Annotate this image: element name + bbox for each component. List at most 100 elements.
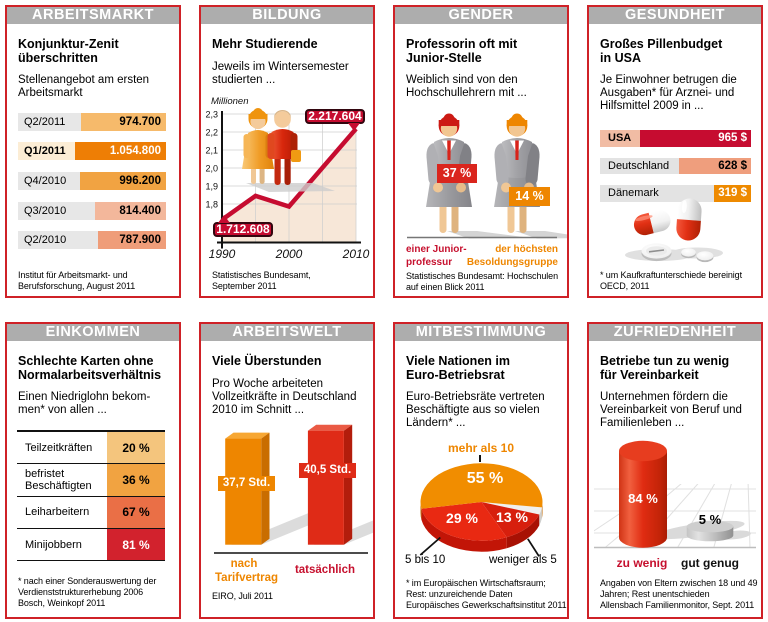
panel-source: Institut für Arbeitsmarkt- und Berufsfor… — [18, 270, 136, 292]
panel-subtitle: Pro Woche arbeiteten Vollzeitkräfte in D… — [212, 378, 357, 416]
cylinder-pct-84: 84 % — [628, 491, 658, 506]
table-row: Teilzeitkräften 20 % — [17, 432, 165, 465]
bar-row-Q3/2010: Q3/2010 814.400 — [18, 201, 166, 220]
capsule-horizontal-icon — [634, 210, 671, 236]
panel-header-gesundheit: GESUNDHEIT — [589, 7, 761, 24]
line-chart-line — [220, 127, 358, 222]
bar-row-Deutschland: Deutschland 628 $ — [600, 157, 751, 175]
students-line-chart: 2,3 2,2 2,1 2,0 1,9 1,8 Millionen 1990 2000 2010 — [205, 96, 369, 261]
table-row-value: 67 % — [107, 496, 165, 528]
first-value-label: 1.712.608 — [216, 222, 270, 236]
bar-category-label: Q2/2010 — [18, 231, 98, 250]
pie-label-5-bis-10: 5 bis 10 — [405, 554, 446, 566]
table-row-value: 81 % — [107, 528, 165, 561]
bar-row-Dänemark: Dänemark 319 $ — [600, 185, 751, 202]
figures-shadow-icon — [246, 183, 335, 192]
panel-title: Konjunktur-Zenit überschritten — [18, 37, 119, 66]
bar-row-Q1/2011: Q1/2011 1.054.800 — [18, 142, 166, 161]
bar-value: 787.900 — [97, 231, 166, 250]
bar-category-label: Q1/2011 — [18, 142, 75, 161]
cylinder-top — [619, 440, 667, 462]
panel-title: Viele Überstunden — [212, 354, 322, 368]
panel-header-label: BILDUNG — [252, 7, 322, 23]
table-row-value: 20 % — [107, 432, 165, 464]
pie-label-weniger-als-5: weniger als 5 — [489, 554, 557, 566]
panel-subtitle: Weiblich sind von den Hochschullehrern m… — [406, 74, 527, 99]
reconciliation-cylinder-chart — [594, 440, 756, 549]
table-row-label: Leiharbeitern — [25, 506, 90, 519]
bar-category-label: Deutschland — [600, 157, 679, 175]
y-tick-label: 2,0 — [205, 164, 218, 174]
cylinder-pct-5: 5 % — [698, 512, 722, 527]
bar-category-label: Q2/2011 — [18, 112, 82, 131]
besoldungsgruppe-figure-icon — [494, 113, 540, 233]
bar-top-face — [307, 424, 353, 431]
panel-title: Mehr Studierende — [212, 37, 318, 51]
panel-gesundheit: GESUNDHEIT Großes Pillenbudget in USA Je… — [587, 5, 763, 298]
bar-value: 319 $ — [714, 185, 751, 202]
panel-subtitle: Jeweils im Wintersemester studierten ... — [212, 61, 349, 86]
leader-line-left — [419, 536, 441, 556]
y-tick-label: 2,2 — [205, 128, 218, 138]
bar-value: 974.700 — [81, 112, 166, 131]
last-value-callout: 2.217.604 — [305, 109, 365, 131]
y-tick-label: 2,3 — [205, 110, 218, 120]
bar-value: 996.200 — [79, 172, 166, 191]
panel-title: Professorin oft mit Junior-Stelle — [406, 37, 518, 66]
first-value-callout: 1.712.608 — [213, 215, 273, 237]
x-tick-label: 2000 — [275, 247, 303, 261]
pie-rim-segment — [420, 502, 422, 520]
table-row: Leiharbeitern 67 % — [17, 496, 165, 529]
panel-arbeitsmarkt: ARBEITSMARKT Konjunktur-Zenit überschrit… — [5, 5, 181, 298]
table-row-label: befristet Beschäftigten — [25, 467, 92, 493]
besoldungsgruppe-pct-box: 14 % — [509, 187, 550, 206]
student-figures-illustration — [242, 108, 335, 192]
bar-category-label: USA — [600, 130, 640, 147]
woman-figure-icon — [242, 108, 274, 184]
panel-source: Statistisches Bundesamt, September 2011 — [212, 270, 311, 292]
pie-slice — [481, 502, 540, 538]
panel-header-label: GENDER — [448, 7, 514, 23]
panel-source: * im Europäischen Wirtschaftsraum; Rest:… — [406, 578, 567, 611]
bar-category-label: Q4/2010 — [18, 172, 80, 191]
pie-rim-segment — [421, 508, 507, 552]
cylinder-top — [686, 520, 734, 533]
tarif-label: nach Tarifvertrag — [215, 558, 279, 584]
bar-value: 628 $ — [678, 157, 751, 175]
x-tick-label: 1990 — [209, 247, 236, 261]
bar-value: 965 $ — [640, 130, 751, 147]
panel-header-zufriedenheit: ZUFRIEDENHEIT — [589, 324, 761, 341]
panel-mitbestimmung: MITBESTIMMUNG Viele Nationen im Euro-Bet… — [393, 322, 569, 619]
pie-rim-segment — [506, 514, 540, 549]
panel-subtitle: Euro-Betriebsräte vertreten Beschäftigte… — [406, 391, 545, 429]
pie-slice — [421, 502, 507, 541]
bar-row-Q2/2010: Q2/2010 787.900 — [18, 231, 166, 250]
panel-header-label: MITBESTIMMUNG — [415, 324, 547, 340]
y-tick-label: 2,1 — [205, 146, 218, 156]
panel-arbeitswelt: ARBEITSWELT Viele Überstunden Pro Woche … — [199, 322, 375, 619]
panel-subtitle: Einen Niedriglohn bekom- men* von allen … — [18, 391, 151, 416]
bar-value: 814.400 — [95, 201, 166, 220]
panel-einkommen: EINKOMMEN Schlechte Karten ohne Normalar… — [5, 322, 181, 619]
actual-label: tatsächlich — [294, 564, 356, 576]
bar-value: 1.054.800 — [74, 142, 166, 161]
working-hours-bar-chart — [214, 424, 373, 554]
pie-rim-segment — [541, 502, 543, 519]
bar-category-label: Dänemark — [600, 185, 715, 202]
table-row-label: Minijobbern — [25, 538, 82, 551]
panel-header-mitbestimmung: MITBESTIMMUNG — [395, 324, 567, 341]
panel-source: Angaben von Eltern zwischen 18 und 49 Ja… — [600, 578, 758, 611]
panel-subtitle: Stellenangebot am ersten Arbeitsmarkt — [18, 74, 150, 99]
table-row: Minijobbern 81 % — [17, 528, 165, 561]
panel-header-arbeitswelt: ARBEITSWELT — [201, 324, 373, 341]
table-row-label: Teilzeitkräften — [25, 441, 93, 454]
leader-line-right — [527, 538, 540, 557]
panel-title: Viele Nationen im Euro-Betriebsrat — [406, 354, 510, 383]
panel-title: Großes Pillenbudget in USA — [600, 37, 723, 66]
panel-header-label: ARBEITSMARKT — [32, 7, 154, 23]
actual-hours-box: 40,5 Std. — [299, 463, 356, 478]
panel-subtitle: Je Einwohner betrugen die Ausgaben* für … — [600, 74, 737, 112]
cylinder-body-zu-wenig — [619, 451, 667, 548]
panel-gender: GENDER Professorin oft mit Junior-Stelle… — [393, 5, 569, 298]
